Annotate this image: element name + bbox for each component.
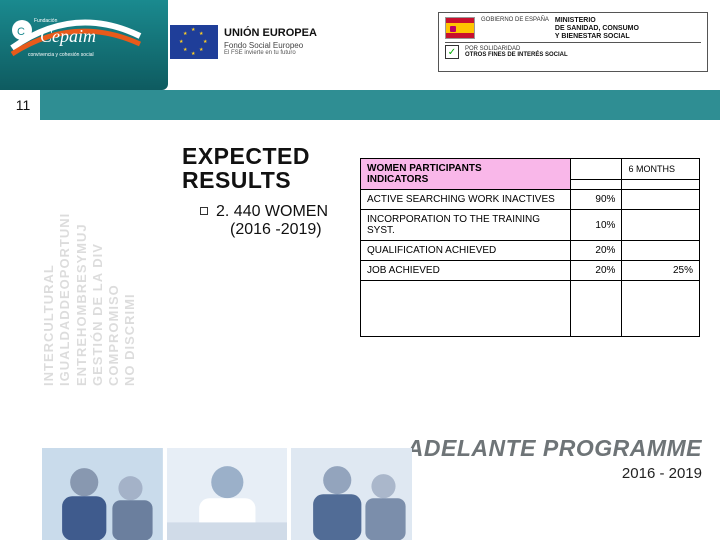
eu-line2: Fondo Social Europeo bbox=[224, 42, 317, 50]
row-col1: 20% bbox=[571, 261, 622, 281]
row-col1: 20% bbox=[571, 241, 622, 261]
header: Cepaim C Fundación convivencia y cohesió… bbox=[0, 8, 720, 80]
tbl-h-left1: WOMEN PARTICIPANTS bbox=[367, 163, 482, 174]
logo-eu: ★ ★ ★ ★ ★ ★ ★ ★ UNIÓN EUROPEA Fondo Soci… bbox=[170, 12, 420, 72]
tbl-blank bbox=[571, 281, 622, 337]
logo-cepaim: Cepaim C Fundación convivencia y cohesió… bbox=[4, 8, 164, 76]
title-band bbox=[40, 90, 720, 120]
tbl-blank bbox=[571, 180, 622, 190]
tbl-blank bbox=[361, 281, 571, 337]
min-gov: GOBIERNO DE ESPAÑA bbox=[481, 17, 549, 23]
title-line1: EXPECTED bbox=[182, 143, 310, 169]
tbl-h-right: 6 MONTHS bbox=[622, 159, 700, 180]
cepaim-word: Cepaim bbox=[40, 26, 96, 46]
watermark: INTERCULTURAL IGUALDADDEOPORTUNI ENTREHO… bbox=[42, 136, 162, 386]
row-col2 bbox=[622, 190, 700, 210]
table-row: JOB ACHIEVED 20% 25% bbox=[361, 261, 700, 281]
bullet-main: 2. 440 WOMEN bbox=[216, 202, 328, 221]
min-l2: DE SANIDAD, CONSUMO bbox=[555, 25, 639, 32]
slide-number-box: 11 bbox=[8, 92, 38, 118]
eu-line3: El FSE invierte en tu futuro bbox=[224, 50, 317, 56]
row-col2 bbox=[622, 210, 700, 241]
photo-2 bbox=[167, 448, 288, 540]
programme-title: ADELANTE PROGRAMME bbox=[407, 435, 702, 462]
wm-col: ENTREHOMBRESYMUJ bbox=[75, 136, 89, 386]
wm-col: NO DISCRIMI bbox=[123, 136, 137, 386]
solidar2: OTROS FINES DE INTERÉS SOCIAL bbox=[465, 52, 568, 58]
tbl-blank bbox=[622, 281, 700, 337]
tbl-blank bbox=[622, 180, 700, 190]
wm-col: INTERCULTURAL bbox=[42, 136, 56, 386]
check-icon: ✓ bbox=[445, 45, 459, 59]
slide: Slide jimenez Cepaim C Fundación convive… bbox=[0, 0, 720, 540]
photo-strip bbox=[42, 448, 412, 540]
page-title: EXPECTED RESULTS bbox=[182, 144, 310, 192]
title-line2: RESULTS bbox=[182, 167, 291, 193]
wm-col: COMPROMISO bbox=[107, 136, 121, 386]
min-l1: MINISTERIO bbox=[555, 17, 639, 24]
tbl-h-left2: INDICATORS bbox=[367, 174, 428, 185]
programme-years: 2016 - 2019 bbox=[622, 465, 702, 482]
row-label: QUALIFICATION ACHIEVED bbox=[361, 241, 571, 261]
logo-ministry: GOBIERNO DE ESPAÑA MINISTERIO DE SANIDAD… bbox=[438, 12, 708, 72]
row-col1: 90% bbox=[571, 190, 622, 210]
bullet: 2. 440 WOMEN (2016 -2019) bbox=[200, 202, 328, 239]
row-label: JOB ACHIEVED bbox=[361, 261, 571, 281]
photo-1 bbox=[42, 448, 163, 540]
wm-col: IGUALDADDEOPORTUNI bbox=[58, 136, 72, 386]
photo-3 bbox=[291, 448, 412, 540]
table-row: INCORPORATION TO THE TRAINING SYST. 10% bbox=[361, 210, 700, 241]
min-l3: Y BIENESTAR SOCIAL bbox=[555, 33, 639, 40]
row-label: ACTIVE SEARCHING WORK INACTIVES bbox=[361, 190, 571, 210]
row-col1: 10% bbox=[571, 210, 622, 241]
table-row bbox=[361, 281, 700, 337]
row-col2: 25% bbox=[622, 261, 700, 281]
indicators-table: WOMEN PARTICIPANTS INDICATORS 6 MONTHS A… bbox=[360, 158, 700, 337]
row-col2 bbox=[622, 241, 700, 261]
eu-line1: UNIÓN EUROPEA bbox=[224, 28, 317, 39]
row-label: INCORPORATION TO THE TRAINING SYST. bbox=[361, 210, 571, 241]
tbl-blank bbox=[571, 159, 622, 180]
svg-text:C: C bbox=[17, 26, 25, 38]
svg-text:Fundación: Fundación bbox=[34, 18, 58, 24]
slide-number: 11 bbox=[16, 97, 31, 113]
table-row: ACTIVE SEARCHING WORK INACTIVES 90% bbox=[361, 190, 700, 210]
spain-flag-icon bbox=[445, 17, 475, 39]
bullet-square-icon bbox=[200, 207, 208, 215]
bullet-sub: (2016 -2019) bbox=[230, 221, 328, 239]
eu-flag-icon: ★ ★ ★ ★ ★ ★ ★ ★ bbox=[170, 25, 218, 59]
wm-col: GESTIÓN DE LA DIV bbox=[91, 136, 105, 386]
table-row: QUALIFICATION ACHIEVED 20% bbox=[361, 241, 700, 261]
cepaim-tagline: convivencia y cohesión social bbox=[28, 52, 94, 58]
